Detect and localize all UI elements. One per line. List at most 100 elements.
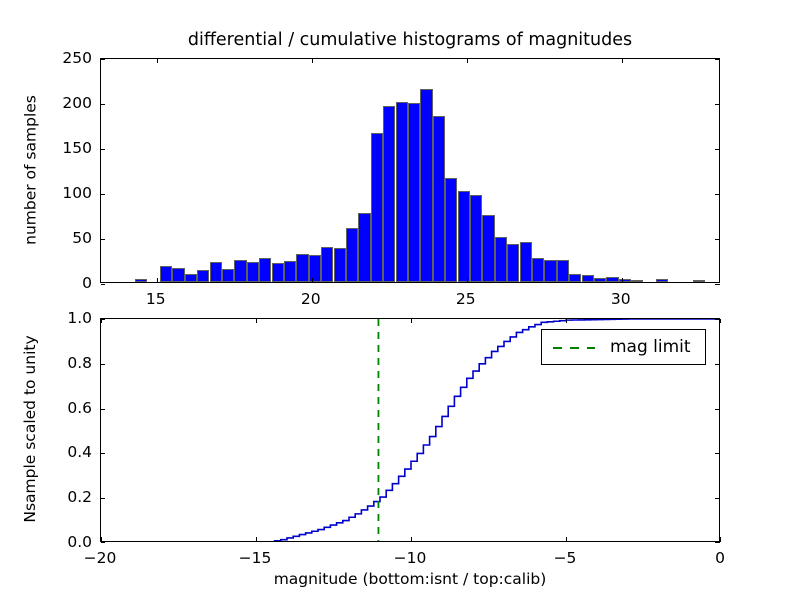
histogram-bar [358, 213, 370, 282]
histogram-bar [532, 258, 544, 282]
top-panel-x-tick [622, 278, 623, 283]
top-panel-y-ticklabel: 200 [34, 94, 92, 112]
histogram-bar [631, 280, 643, 282]
dashed-line-icon [552, 341, 596, 355]
histogram-bar [197, 270, 209, 282]
top-panel-x-tick [312, 278, 313, 283]
top-panel-x-tick [467, 278, 468, 283]
top-plot-area [101, 59, 719, 282]
bottom-panel-y-tick [101, 542, 106, 543]
histogram-bar [520, 242, 532, 283]
top-panel-x-ticklabel: 30 [611, 290, 631, 308]
bottom-panel-x-tick [411, 537, 412, 542]
bottom-panel-x-ticklabel: −5 [554, 549, 577, 567]
bottom-panel-x-ticklabel: −10 [394, 549, 427, 567]
histogram-bar [656, 279, 668, 282]
x-axis-label: magnitude (bottom:isnt / top:calib) [100, 570, 720, 588]
bottom-panel-y-ticklabel: 0.8 [34, 354, 92, 372]
top-panel-x-ticklabel: 20 [301, 290, 321, 308]
histogram-bar [433, 116, 445, 283]
histogram-bar [470, 195, 482, 282]
top-panel-x-tick [157, 59, 158, 64]
top-panel-y-tick [101, 149, 106, 150]
bottom-panel-x-ticklabel: −15 [239, 549, 272, 567]
bottom-panel-y-ticklabel: 0.0 [34, 533, 92, 551]
histogram-bar [619, 279, 631, 282]
histogram-bar [507, 244, 519, 282]
top-panel-y-tick [715, 239, 720, 240]
top-panel-y-tick [101, 194, 106, 195]
histogram-bar [272, 263, 284, 282]
histogram-bar [284, 261, 296, 282]
legend-box[interactable]: mag limit [541, 329, 706, 365]
top-panel-x-tick [622, 59, 623, 64]
histogram-bar [557, 260, 569, 283]
bottom-panel-y-tick [101, 364, 106, 365]
histogram-bar [408, 103, 420, 282]
histogram-bar [172, 268, 184, 282]
top-panel-y-tick [715, 149, 720, 150]
histogram-bar [458, 191, 470, 282]
bottom-panel-y-tick [715, 498, 720, 499]
top-panel-y-ticklabel: 100 [34, 184, 92, 202]
histogram-bar [594, 278, 606, 283]
top-panel-y-tick [715, 59, 720, 60]
bottom-panel-y-tick [715, 453, 720, 454]
histogram-bar [582, 275, 594, 282]
histogram-bar [396, 102, 408, 282]
figure-title: differential / cumulative histograms of … [100, 30, 720, 50]
bottom-panel-y-tick [101, 319, 106, 320]
histogram-bar [210, 262, 222, 282]
top-panel-y-tick [715, 104, 720, 105]
bottom-panel-y-tick [715, 319, 720, 320]
histogram-bar [135, 279, 147, 282]
histogram-bar [445, 178, 457, 282]
histogram-bar [259, 258, 271, 282]
top-panel-y-tick [101, 59, 106, 60]
top-panel-x-tick [157, 278, 158, 283]
top-panel-y-tick [715, 194, 720, 195]
bottom-panel-x-ticklabel: 0 [715, 549, 725, 567]
bottom-panel-x-tick [256, 537, 257, 542]
histogram-bar [482, 215, 494, 282]
bottom-panel-y-tick [715, 542, 720, 543]
histogram-bar [693, 280, 705, 282]
histogram-bar [544, 260, 556, 282]
histogram-bar [160, 266, 172, 282]
bottom-panel-y-ticklabel: 0.2 [34, 488, 92, 506]
top-axes-histogram [100, 58, 720, 283]
histogram-bar [234, 260, 246, 283]
histogram-bar [371, 133, 383, 282]
mag-limit-legend-swatch [552, 340, 596, 354]
histogram-bar [569, 274, 581, 282]
histogram-bar [420, 89, 432, 283]
top-panel-x-tick [467, 59, 468, 64]
bottom-panel-x-tick [101, 537, 102, 542]
bottom-panel-x-tick [566, 319, 567, 324]
top-panel-y-ticklabel: 250 [34, 49, 92, 67]
bottom-panel-x-tick [720, 537, 721, 542]
top-y-axis-label: number of samples [21, 57, 39, 282]
top-panel-y-ticklabel: 50 [34, 229, 92, 247]
top-panel-y-tick [715, 284, 720, 285]
bottom-panel-x-tick [566, 537, 567, 542]
bottom-panel-y-tick [715, 364, 720, 365]
bottom-panel-x-tick [411, 319, 412, 324]
bottom-y-axis-label: Nsample scaled to unity [21, 317, 39, 541]
histogram-bar [222, 269, 234, 283]
bottom-panel-y-ticklabel: 1.0 [34, 309, 92, 327]
histogram-bar [495, 237, 507, 282]
histogram-bar [247, 262, 259, 282]
bottom-panel-y-tick [715, 409, 720, 410]
histogram-bar [383, 106, 395, 282]
bottom-panel-x-tick [720, 319, 721, 324]
bottom-panel-y-tick [101, 498, 106, 499]
bottom-panel-y-tick [101, 409, 106, 410]
bottom-panel-y-ticklabel: 0.4 [34, 443, 92, 461]
legend-label-mag-limit: mag limit [610, 337, 695, 357]
figure-canvas: differential / cumulative histograms of … [0, 0, 800, 600]
top-panel-y-tick [101, 284, 106, 285]
bottom-panel-x-tick [256, 319, 257, 324]
top-panel-y-tick [101, 104, 106, 105]
top-panel-y-ticklabel: 0 [34, 274, 92, 292]
